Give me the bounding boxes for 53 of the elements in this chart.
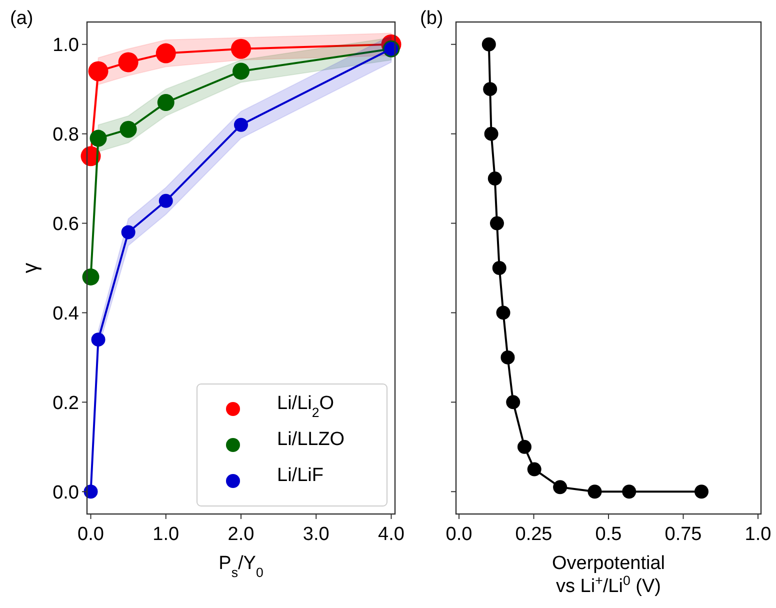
point: [588, 484, 602, 499]
point: [88, 61, 108, 82]
point: [553, 480, 568, 494]
x-tick-label: 0.5: [595, 524, 622, 545]
point: [496, 306, 510, 320]
point: [82, 268, 100, 286]
point: [234, 118, 248, 132]
point: [490, 216, 504, 230]
legend-label: Li/LLZO: [277, 429, 345, 450]
point: [120, 120, 137, 138]
legend-label: Li/Li$_{2}$O: [277, 393, 334, 420]
x-tick-label: 0.0: [446, 524, 472, 545]
point: [118, 52, 138, 72]
point: [527, 462, 542, 476]
x-axis-title: Overpotential vs Li$^{+}$/Li$^{0}$ (V): [552, 553, 666, 597]
point: [694, 484, 708, 499]
point: [488, 172, 502, 186]
x-tick-label: 0.25: [515, 524, 552, 545]
point: [158, 194, 173, 208]
point: [91, 332, 106, 347]
point: [484, 126, 498, 141]
x-tick-label: 0.75: [664, 524, 702, 545]
point: [231, 38, 251, 59]
y-tick-label: 0.6: [52, 214, 79, 235]
y-tick-label: 0.2: [52, 392, 79, 414]
point: [622, 484, 636, 499]
point: [121, 225, 136, 240]
point: [482, 37, 496, 52]
x-tick-label: 3.0: [302, 524, 330, 545]
x-tick-label: 1.0: [152, 524, 180, 545]
x-tick-label: 0.0: [78, 524, 104, 545]
point: [90, 130, 107, 147]
legend-label: Li/LiF: [277, 465, 324, 486]
y-tick-label: 1.0: [52, 35, 79, 56]
x-tick-label: 1.0: [744, 524, 772, 545]
x-axis-title: P$_{s}$/Y$_{0}$: [218, 553, 264, 580]
point: [232, 62, 250, 80]
y-tick-label: 0.8: [52, 124, 79, 146]
point: [156, 43, 176, 64]
point: [157, 94, 174, 112]
chart-title: (b): [420, 8, 444, 29]
point: [492, 261, 506, 275]
y-tick-label: 0.0: [52, 482, 79, 504]
x-tick-label: 2.0: [228, 524, 254, 545]
point: [483, 82, 498, 96]
chart-title: (a): [10, 8, 34, 29]
point: [84, 484, 98, 499]
x-tick-label: 4.0: [378, 524, 404, 545]
y-tick-label: 0.4: [52, 303, 80, 324]
point: [500, 350, 515, 364]
point: [517, 440, 532, 454]
point: [506, 395, 520, 410]
y-axis-title: γ: [19, 262, 42, 274]
